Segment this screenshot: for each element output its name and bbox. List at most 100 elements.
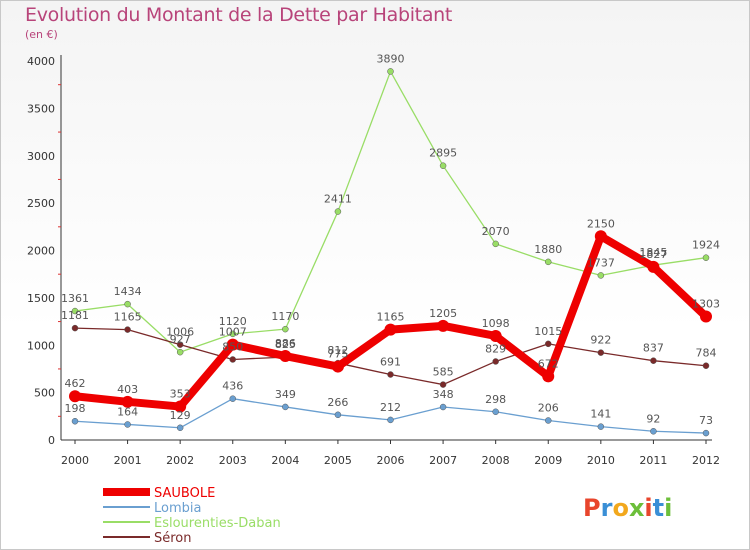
legend-label: Séron (154, 531, 192, 546)
data-label: 812 (327, 344, 348, 357)
data-point (71, 324, 79, 332)
x-tick-label: 2003 (219, 454, 247, 467)
data-label: 691 (380, 356, 401, 369)
y-tick-label: 3500 (27, 102, 55, 115)
data-label: 1120 (219, 315, 247, 328)
data-point (331, 360, 344, 373)
data-label: 298 (485, 393, 506, 406)
chart-title: Evolution du Montant de la Dette par Hab… (25, 4, 453, 26)
y-tick-label: 0 (48, 434, 55, 447)
x-tick-label: 2004 (271, 454, 299, 467)
x-tick-label: 2002 (166, 454, 194, 467)
data-point (700, 310, 712, 323)
data-point (334, 208, 342, 215)
data-point (492, 358, 499, 365)
legend-label: SAUBOLE (154, 486, 215, 501)
data-point (282, 403, 289, 411)
x-tick-label: 2006 (377, 454, 405, 467)
data-label: 2150 (587, 217, 615, 230)
data-point (124, 421, 131, 428)
data-point (597, 349, 605, 356)
data-point (492, 408, 499, 416)
data-label: 1845 (639, 246, 667, 259)
data-label: 141 (590, 408, 611, 421)
legend-label: Lombia (154, 501, 201, 516)
data-label: 1303 (692, 298, 720, 311)
data-point (702, 254, 710, 261)
data-point (437, 319, 450, 332)
data-point (387, 416, 394, 424)
x-tick-label: 2008 (482, 454, 510, 467)
data-label: 1880 (534, 243, 562, 256)
data-point (124, 326, 131, 333)
data-label: 1181 (61, 309, 89, 322)
data-point (229, 395, 236, 402)
data-label: 3890 (377, 52, 405, 65)
data-point (229, 356, 236, 363)
x-tick-label: 2007 (429, 454, 457, 467)
data-label: 198 (65, 402, 86, 415)
data-label: 1007 (219, 326, 247, 339)
data-labels-layer: 462 403 353 1007 886 775 1165 1205 1098 672 2150 18… (61, 52, 720, 427)
data-label: 672 (538, 357, 559, 370)
data-point (489, 329, 502, 342)
data-point (69, 390, 81, 403)
data-label: 2411 (324, 193, 352, 206)
data-point (597, 272, 605, 279)
y-tick-label: 1500 (27, 292, 55, 305)
data-point (384, 323, 397, 336)
x-tick-label: 2001 (114, 454, 142, 467)
data-point (71, 417, 79, 425)
chart-subtitle: (en €) (25, 28, 58, 41)
data-label: 775 (327, 348, 348, 361)
data-label: 585 (433, 366, 454, 379)
data-point (702, 362, 710, 369)
data-point (334, 411, 342, 419)
x-tick-label: 2011 (639, 454, 667, 467)
y-tick-label: 500 (34, 387, 55, 400)
data-point (439, 162, 447, 169)
data-point (594, 230, 607, 243)
data-label: 886 (275, 337, 296, 350)
legend-label: Eslourenties-Daban (154, 516, 281, 531)
axes: 0 500 1000 1500 2000 2500 3000 3500 4000 2000 2001… (27, 55, 720, 467)
data-label: 1361 (61, 292, 89, 305)
data-point (650, 428, 657, 435)
data-label: 353 (170, 388, 191, 401)
data-label: 784 (696, 347, 717, 360)
data-label: 1170 (271, 310, 299, 323)
data-label: 164 (117, 405, 138, 418)
data-label: 2070 (482, 225, 510, 238)
data-label: 825 (275, 338, 296, 351)
data-point (71, 307, 79, 315)
data-point (492, 240, 499, 248)
data-label: 1006 (166, 326, 194, 339)
x-tick-label: 2012 (692, 454, 720, 467)
data-point (650, 357, 657, 364)
data-label: 206 (538, 401, 559, 414)
data-label: 1434 (114, 285, 142, 298)
data-point (439, 403, 447, 411)
data-label: 850 (222, 340, 243, 353)
data-label: 837 (643, 342, 664, 355)
data-point (387, 371, 394, 378)
data-label: 927 (170, 333, 191, 346)
data-point (176, 341, 184, 348)
data-label: 1205 (429, 307, 457, 320)
data-point (124, 300, 131, 308)
data-point (439, 381, 447, 388)
data-label: 266 (327, 396, 348, 409)
data-point (387, 68, 394, 75)
x-tick-label: 2010 (587, 454, 615, 467)
data-label: 1165 (114, 311, 142, 324)
y-tick-label: 4000 (27, 55, 55, 68)
data-label: 403 (117, 383, 138, 396)
x-tick-label: 2005 (324, 454, 352, 467)
data-point (176, 348, 184, 356)
data-label: 1737 (587, 256, 615, 269)
data-label: 1827 (639, 248, 667, 261)
data-label: 1015 (534, 325, 562, 338)
data-label: 92 (646, 412, 660, 425)
